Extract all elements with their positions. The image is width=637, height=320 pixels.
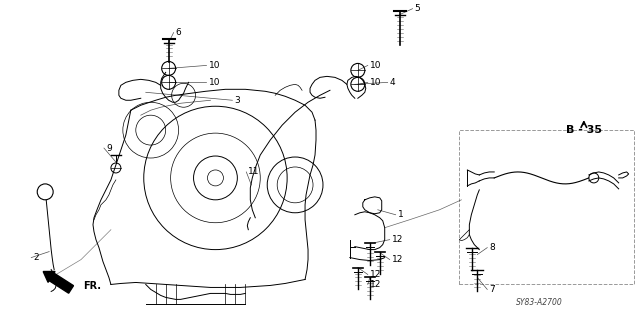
Text: 5: 5: [415, 4, 420, 13]
Text: 2: 2: [33, 253, 39, 262]
Text: 10: 10: [369, 61, 382, 70]
Text: 9: 9: [106, 144, 111, 153]
Text: SY83-A2700: SY83-A2700: [516, 298, 562, 307]
Text: 10: 10: [369, 78, 382, 87]
Text: FR.: FR.: [83, 282, 101, 292]
Text: 10: 10: [208, 78, 220, 87]
Text: 12: 12: [369, 280, 381, 289]
Text: 3: 3: [234, 96, 240, 105]
Text: 1: 1: [397, 210, 403, 219]
Text: 11: 11: [248, 167, 260, 176]
Text: 10: 10: [208, 61, 220, 70]
Text: B - 35: B - 35: [566, 125, 602, 135]
Text: 7: 7: [489, 285, 495, 294]
Text: 8: 8: [489, 243, 495, 252]
Text: 6: 6: [176, 28, 182, 37]
Text: 12: 12: [392, 255, 403, 264]
Text: 12: 12: [369, 270, 381, 279]
Bar: [459, 130, 634, 284]
FancyArrow shape: [43, 271, 73, 293]
Text: 4: 4: [390, 78, 396, 87]
Text: 12: 12: [392, 235, 403, 244]
